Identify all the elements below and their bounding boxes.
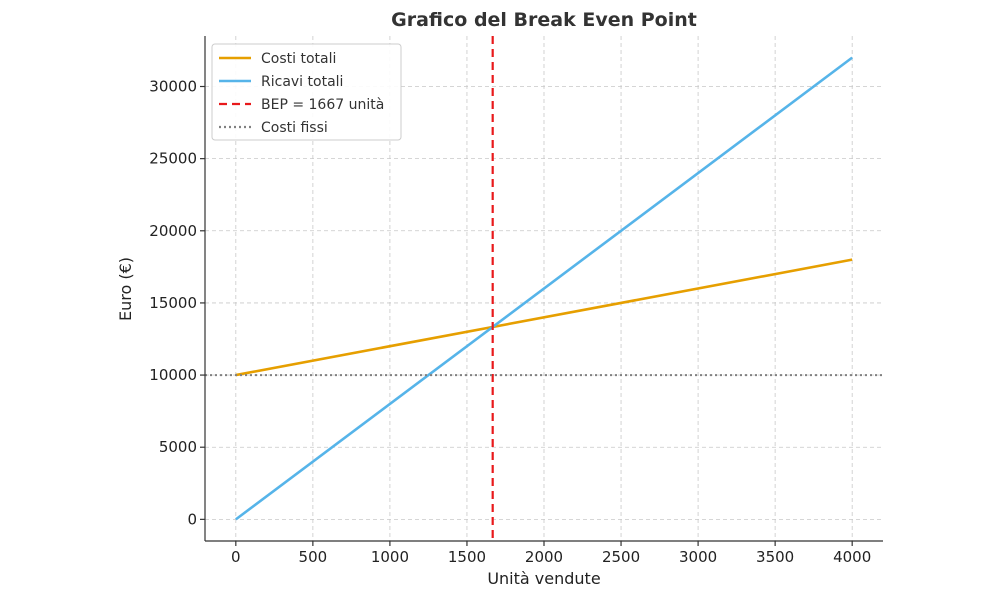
x-tick-label: 3500 bbox=[756, 548, 794, 566]
y-tick-label: 10000 bbox=[149, 366, 197, 384]
x-tick-label: 3000 bbox=[679, 548, 717, 566]
legend-label-costi-fissi: Costi fissi bbox=[261, 120, 328, 136]
legend-label-ricavi-totali: Ricavi totali bbox=[261, 74, 343, 90]
x-tick-label: 1500 bbox=[448, 548, 486, 566]
x-tick-label: 2000 bbox=[525, 548, 563, 566]
series-line-ricavi-totali bbox=[235, 56, 853, 521]
legend-box bbox=[211, 43, 402, 141]
y-tick-label: 25000 bbox=[149, 150, 197, 168]
legend-label-costi-totali: Costi totali bbox=[261, 51, 336, 67]
x-axis-ticks: 0 500 1000 1500 2000 2500 3000 3500 4000 bbox=[231, 541, 871, 566]
y-tick-label: 15000 bbox=[149, 294, 197, 312]
legend: Costi totali Ricavi totali BEP = 1667 unit… bbox=[211, 43, 402, 141]
y-axis-label: Euro (€) bbox=[116, 257, 135, 321]
x-tick-label: 2500 bbox=[602, 548, 640, 566]
x-tick-label: 500 bbox=[299, 548, 328, 566]
y-tick-label: 20000 bbox=[149, 222, 197, 240]
x-tick-label: 4000 bbox=[833, 548, 871, 566]
x-tick-label: 1000 bbox=[371, 548, 409, 566]
x-tick-label: 0 bbox=[231, 548, 241, 566]
series-line-costi-totali bbox=[235, 258, 853, 377]
y-tick-label: 0 bbox=[187, 510, 197, 528]
y-axis-ticks: 0 5000 10000 15000 20000 25000 30000 bbox=[149, 78, 205, 528]
plot-lines bbox=[205, 36, 883, 541]
chart-title: Grafico del Break Even Point bbox=[391, 9, 697, 31]
y-tick-label: 30000 bbox=[149, 78, 197, 96]
legend-label-bep-1667-unit: BEP = 1667 unità bbox=[261, 97, 384, 113]
x-axis-label: Unità vendute bbox=[487, 569, 600, 588]
y-tick-label: 5000 bbox=[159, 438, 197, 456]
